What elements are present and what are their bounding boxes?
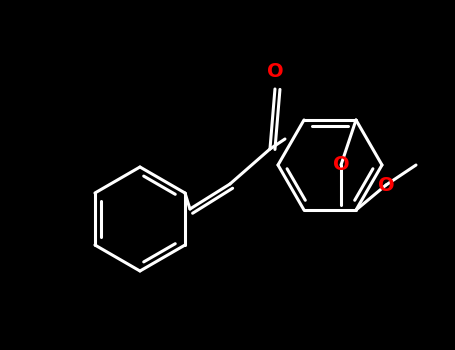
Text: O: O [267,62,283,81]
Text: O: O [333,155,349,174]
Text: O: O [378,176,394,195]
